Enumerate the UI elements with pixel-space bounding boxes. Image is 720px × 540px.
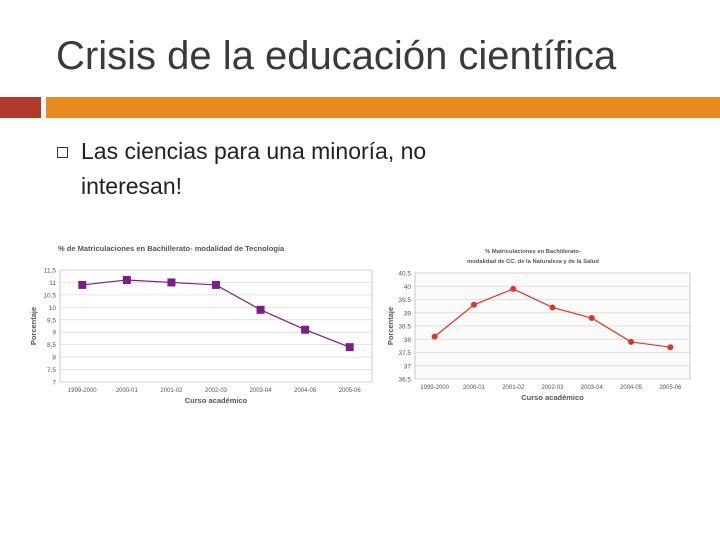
y-tick-label: 10: [49, 305, 57, 312]
y-tick-label: 7,5: [47, 367, 56, 374]
x-tick-label: 2001-02: [160, 388, 183, 394]
data-point: [345, 343, 354, 352]
x-tick-label: 2000-01: [116, 388, 139, 394]
y-tick-label: 8,5: [47, 342, 56, 349]
slide-title: Crisis de la educación científica: [56, 34, 617, 78]
chart-tecnologia: % de Matriculaciones en Bachillerato- mo…: [30, 244, 373, 405]
y-tick-label: 39: [404, 310, 412, 317]
x-tick-label: 1999-2000: [68, 388, 97, 394]
data-point: [588, 315, 595, 322]
x-tick-label: 2003-04: [250, 388, 273, 394]
y-tick-label: 36.5: [398, 377, 411, 384]
x-tick-label: 1999-2000: [420, 385, 449, 391]
y-tick-label: 38: [404, 337, 412, 344]
y-tick-label: 40: [404, 284, 412, 291]
y-tick-label: 37.5: [398, 350, 411, 357]
x-tick-label: 2000-01: [463, 385, 486, 391]
x-axis-label: Curso académico: [521, 393, 584, 402]
data-point: [667, 344, 674, 351]
y-axis-label: Porcentaje: [30, 307, 38, 345]
accent-bar-right: [46, 97, 720, 118]
y-tick-label: 39.5: [398, 297, 411, 304]
x-tick-label: 2005-06: [659, 385, 682, 391]
data-point: [510, 285, 517, 292]
y-tick-label: 9,5: [47, 317, 56, 324]
y-tick-label: 11: [49, 280, 56, 287]
y-tick-label: 10,5: [43, 292, 56, 299]
x-tick-label: 2001-02: [502, 385, 525, 391]
x-tick-label: 2004-05: [294, 388, 317, 394]
y-tick-label: 11,5: [44, 268, 57, 275]
x-tick-label: 2002-03: [205, 388, 228, 394]
data-point: [167, 278, 176, 287]
data-point: [212, 280, 220, 289]
chart-title: % de Matriculaciones en Bachillerato- mo…: [58, 244, 285, 253]
bullet-text: Las ciencias para una minoría, no intere…: [81, 138, 427, 199]
data-point: [431, 333, 438, 340]
y-tick-label: 40.5: [398, 271, 411, 278]
data-point: [628, 338, 635, 345]
accent-bar-left: [0, 97, 41, 118]
data-point: [301, 325, 310, 334]
y-tick-label: 7: [52, 380, 56, 387]
y-tick-label: 8: [52, 355, 56, 362]
chart-ciencias-naturaleza: % Matriculaciones en Bachillerato-modali…: [386, 249, 691, 402]
data-point: [256, 305, 265, 314]
x-tick-label: 2003-04: [581, 385, 604, 391]
chart-title: % Matriculaciones en Bachillerato-: [485, 249, 581, 255]
chart-title: modalidad de CC. de la Naturaleza y de l…: [467, 259, 599, 265]
data-point: [122, 275, 131, 284]
y-tick-label: 38.5: [398, 324, 411, 331]
y-tick-label: 9: [52, 330, 56, 337]
data-point: [549, 304, 556, 311]
bullet-square-icon: [57, 147, 68, 158]
data-point: [470, 301, 477, 308]
y-axis-label: Porcentaje: [386, 307, 395, 345]
data-point: [78, 280, 87, 289]
x-tick-label: 2004-05: [620, 385, 643, 391]
x-tick-label: 2002-03: [541, 385, 564, 391]
x-tick-label: 2005-06: [339, 388, 362, 394]
x-axis-label: Curso académico: [185, 396, 248, 405]
y-tick-label: 37: [404, 363, 412, 370]
